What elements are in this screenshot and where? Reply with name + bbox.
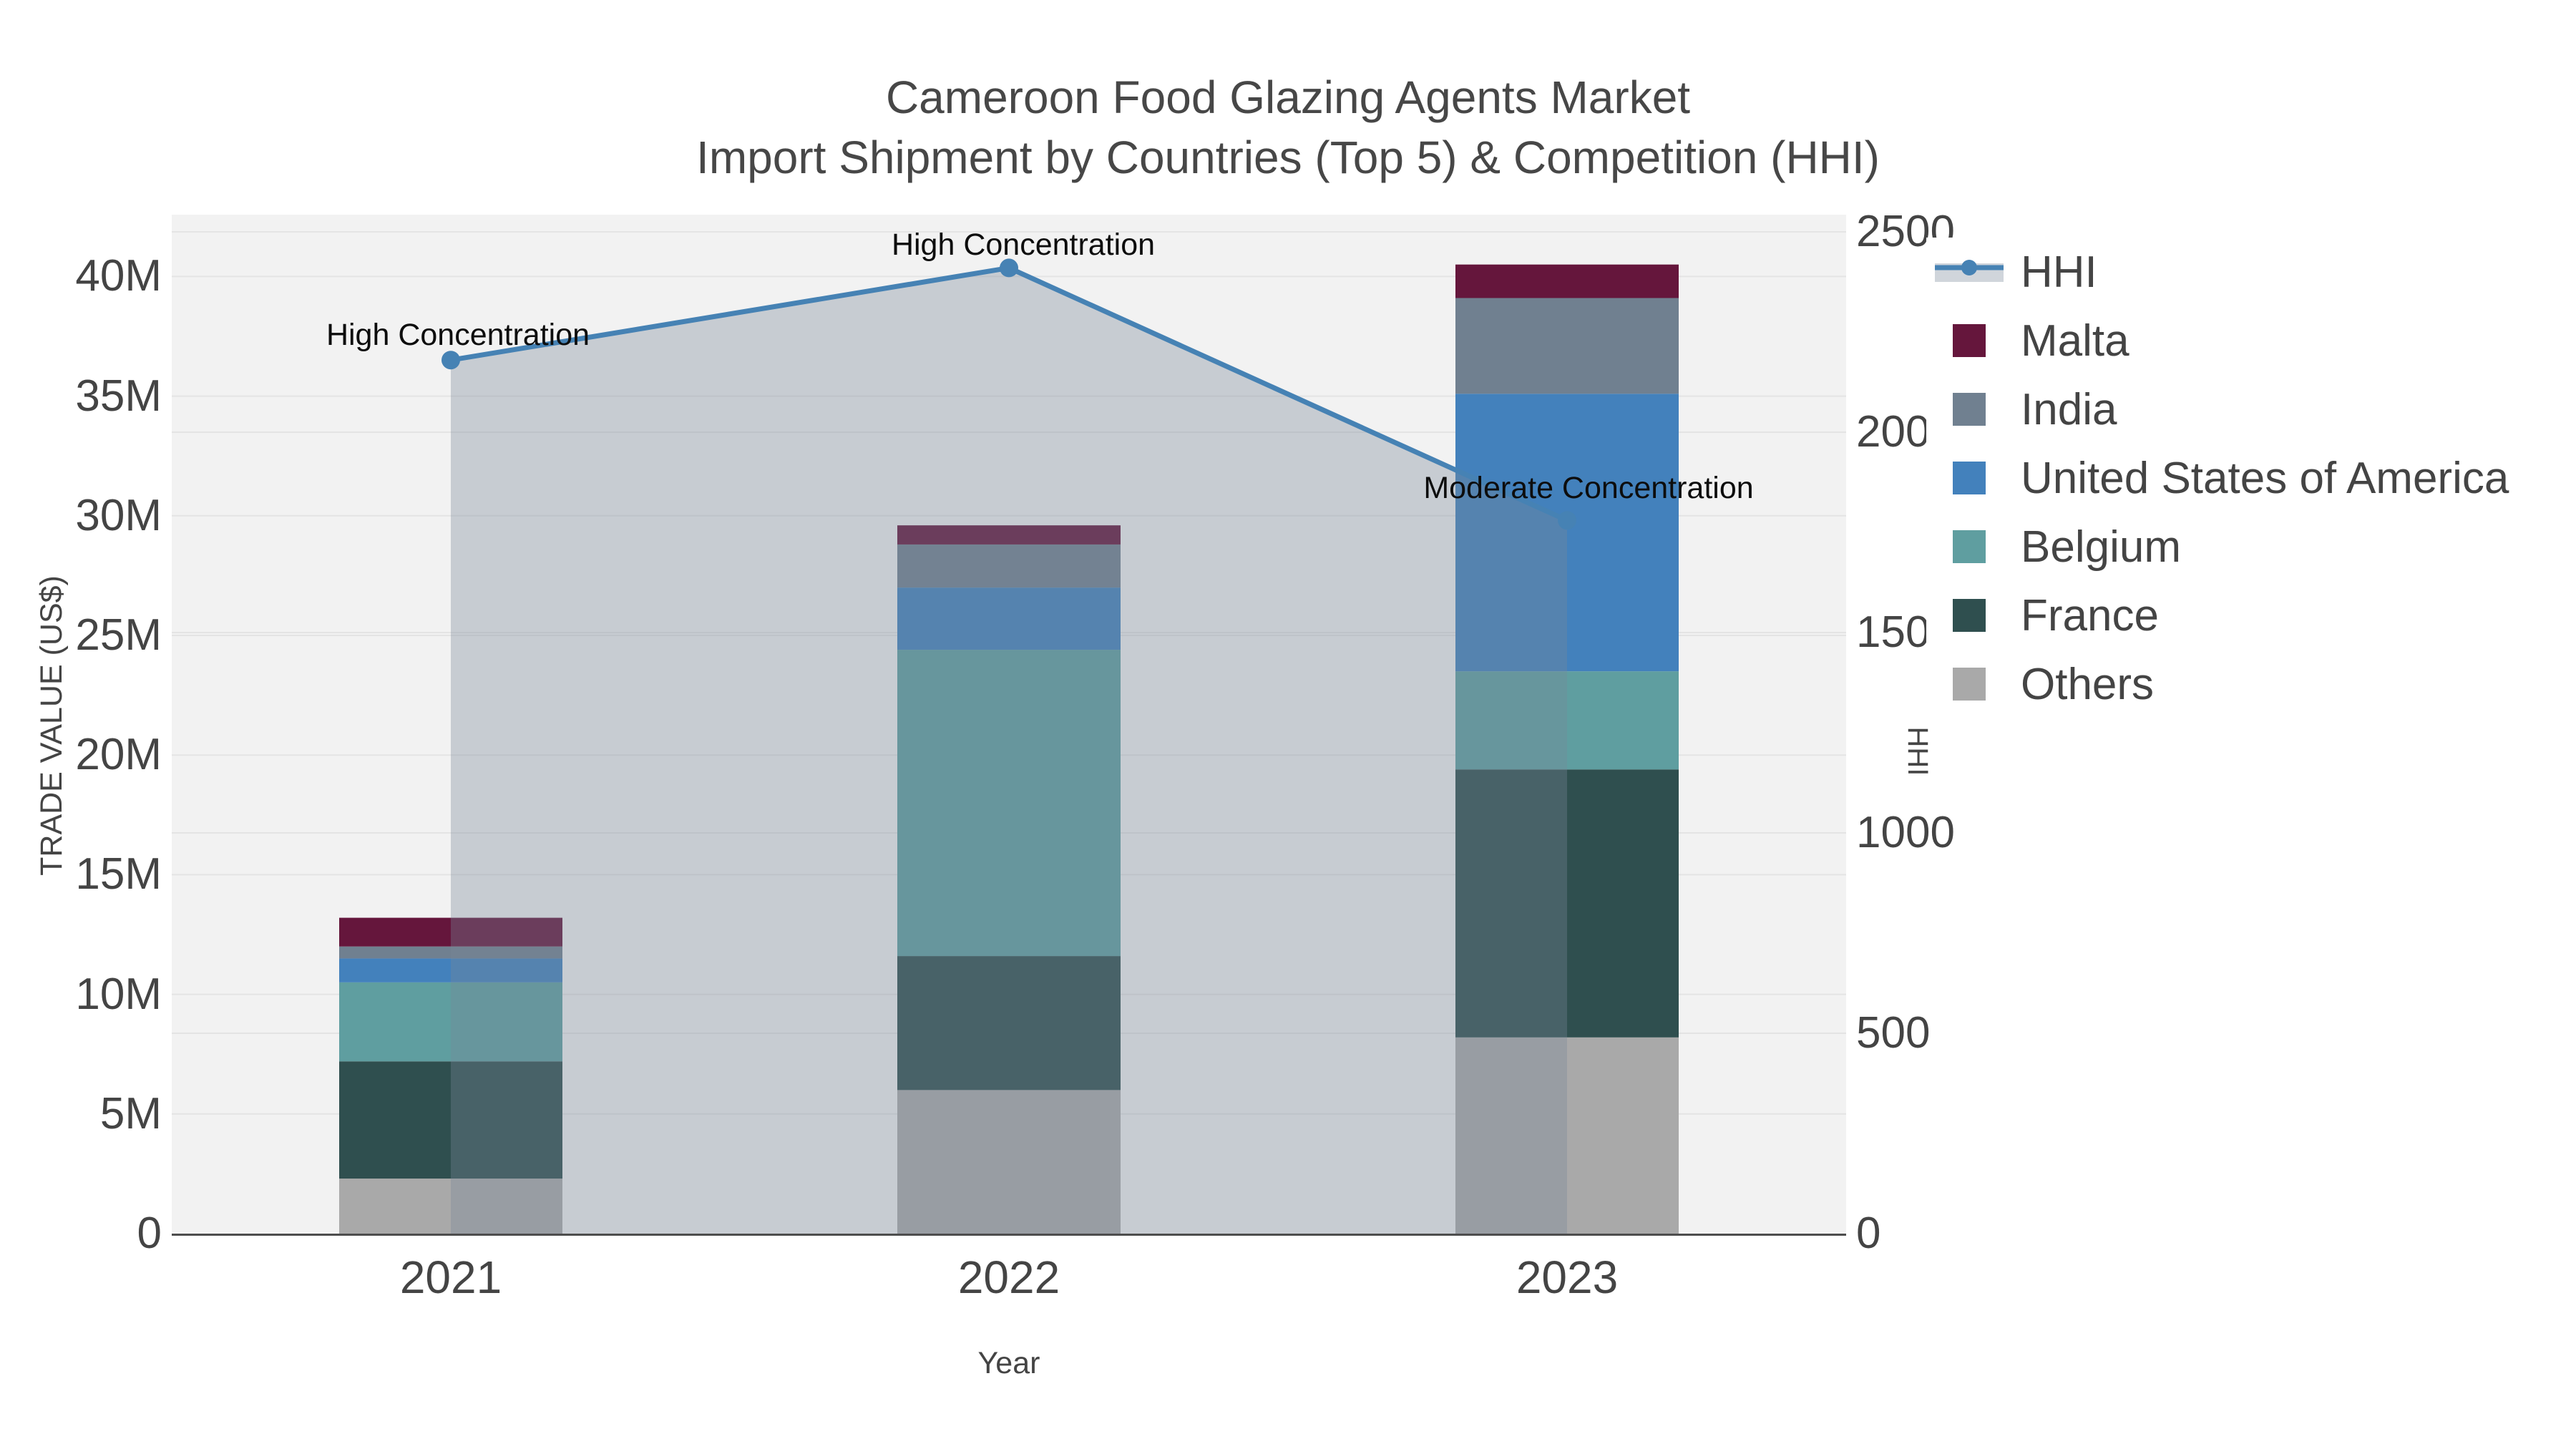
bar-segment-united-states-of-america-2022[interactable] (897, 587, 1121, 650)
bar-segment-united-states-of-america-2021[interactable] (339, 958, 562, 982)
bar-segment-belgium-2021[interactable] (339, 982, 562, 1062)
bar-segment-india-2023[interactable] (1455, 298, 1679, 394)
x-tick-label: 2023 (1516, 1252, 1619, 1303)
chart-title-line1: Cameroon Food Glazing Agents Market (885, 72, 1691, 123)
hhi-marker-2022[interactable] (1000, 258, 1018, 278)
legend-color-swatch-icon (1935, 668, 2004, 701)
legend-item-hhi[interactable]: HHI (1926, 238, 2556, 306)
legend-item-india[interactable]: India (1926, 375, 2556, 444)
bar-segment-france-2022[interactable] (897, 956, 1121, 1091)
x-tick-label: 2022 (957, 1252, 1060, 1303)
legend-color-swatch-icon (1935, 324, 2004, 357)
annotation-2023: Moderate Concentration (1423, 471, 1754, 505)
y-left-tick-label: 0 (137, 1209, 162, 1258)
y-left-tick-label: 5M (99, 1088, 162, 1138)
y-left-tick-label: 25M (75, 610, 162, 660)
hhi-marker-2023[interactable] (1558, 511, 1576, 530)
annotation-2022: High Concentration (891, 228, 1156, 262)
legend-color-swatch-icon (1935, 393, 2004, 426)
bar-segment-france-2021[interactable] (339, 1061, 562, 1179)
y-left-tick-label: 35M (75, 371, 162, 421)
legend-label: Belgium (2021, 522, 2181, 572)
bar-segment-malta-2023[interactable] (1455, 264, 1679, 298)
legend-label: HHI (2021, 247, 2097, 297)
legend-color-swatch-icon (1935, 530, 2004, 563)
y-right-tick-label: 0 (1856, 1209, 1881, 1258)
y-left-tick-label: 40M (75, 251, 162, 301)
bar-segment-belgium-2023[interactable] (1455, 671, 1679, 770)
legend-item-others[interactable]: Others (1926, 650, 2556, 718)
legend-label: France (2021, 590, 2159, 640)
hhi-area-fill (451, 268, 1567, 1234)
bar-segment-india-2021[interactable] (339, 946, 562, 959)
legend-item-united-states-of-america[interactable]: United States of America (1926, 444, 2556, 512)
bar-segment-malta-2022[interactable] (897, 525, 1121, 545)
legend-label: India (2021, 384, 2117, 434)
legend-item-malta[interactable]: Malta (1926, 306, 2556, 375)
y-left-tick-label: 30M (75, 490, 162, 540)
legend-item-france[interactable]: France (1926, 581, 2556, 650)
legend-label: United States of America (2021, 453, 2509, 503)
legend-label: Malta (2021, 316, 2129, 366)
bar-segment-others-2022[interactable] (897, 1090, 1121, 1234)
annotation-2021: High Concentration (326, 318, 590, 352)
bar-segment-india-2022[interactable] (897, 544, 1121, 588)
legend-color-swatch-icon (1935, 462, 2004, 494)
y-left-tick-label: 10M (75, 969, 162, 1019)
bar-segment-belgium-2022[interactable] (897, 650, 1121, 957)
x-axis-title: Year (977, 1346, 1040, 1380)
bar-segment-united-states-of-america-2023[interactable] (1455, 394, 1679, 672)
legend: HHI Malta India United States of America Bel… (1926, 238, 2556, 718)
bar-segment-others-2023[interactable] (1455, 1037, 1679, 1234)
y-right-tick-label: 1000 (1856, 808, 1955, 857)
hhi-marker-2021[interactable] (441, 351, 460, 370)
legend-color-swatch-icon (1935, 599, 2004, 632)
y-left-tick-label: 15M (75, 849, 162, 899)
x-tick-label: 2021 (399, 1252, 502, 1303)
bar-segment-others-2021[interactable] (339, 1179, 562, 1234)
bar-segment-france-2023[interactable] (1455, 769, 1679, 1038)
legend-label: Others (2021, 659, 2155, 709)
hhi-line-swatch-icon (1935, 253, 2004, 291)
bar-segment-malta-2021[interactable] (339, 917, 562, 947)
y-left-tick-label: 20M (75, 730, 162, 780)
y-left-axis-title: TRADE VALUE (US$) (34, 575, 69, 876)
chart-title-line2: Import Shipment by Countries (Top 5) & C… (696, 132, 1880, 183)
y-right-tick-label: 500 (1856, 1008, 1931, 1058)
legend-item-belgium[interactable]: Belgium (1926, 512, 2556, 581)
